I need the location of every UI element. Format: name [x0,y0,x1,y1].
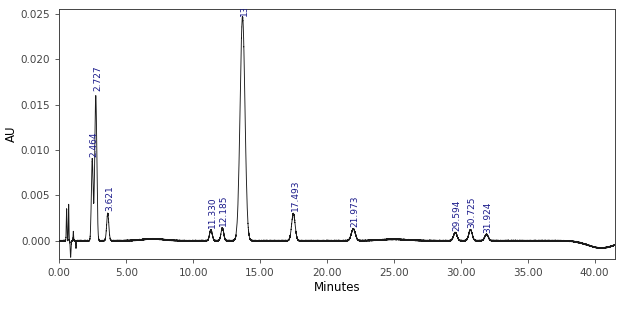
Text: 2.464: 2.464 [90,132,99,157]
Text: 31.924: 31.924 [484,201,492,232]
Text: 30.725: 30.725 [467,197,476,228]
Text: 2.727: 2.727 [94,65,103,91]
Text: 11.330: 11.330 [208,196,217,228]
Y-axis label: AU: AU [5,126,18,142]
Text: 3.621: 3.621 [105,185,114,211]
Text: 21.973: 21.973 [351,196,359,227]
Text: 13.693: 13.693 [240,0,249,16]
X-axis label: Minutes: Minutes [314,281,360,294]
Text: 17.493: 17.493 [291,179,300,211]
Text: 12.185: 12.185 [219,195,228,226]
Text: 29.594: 29.594 [452,199,461,231]
